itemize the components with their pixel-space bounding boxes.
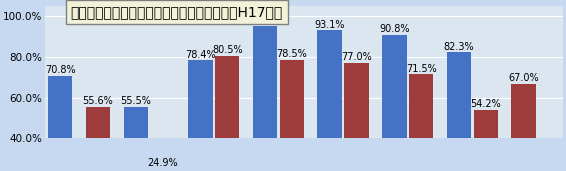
- Bar: [151, 139, 175, 169]
- Bar: [512, 83, 536, 139]
- Text: 71.5%: 71.5%: [406, 64, 436, 74]
- Text: 67.0%: 67.0%: [508, 73, 539, 83]
- Text: 93.1%: 93.1%: [315, 20, 345, 30]
- Text: 95.4%: 95.4%: [250, 15, 280, 25]
- Text: 80.5%: 80.5%: [212, 45, 243, 55]
- Bar: [48, 76, 72, 139]
- Text: 70.8%: 70.8%: [45, 65, 75, 75]
- Bar: [409, 74, 434, 139]
- Bar: [86, 107, 110, 139]
- Bar: [253, 26, 277, 139]
- Text: 55.6%: 55.6%: [83, 96, 113, 106]
- Bar: [123, 107, 148, 139]
- Bar: [215, 56, 239, 139]
- Text: 78.5%: 78.5%: [277, 49, 307, 59]
- Bar: [280, 60, 304, 139]
- Text: 携帯とインターネットの利用率（総務省調べH17年）: 携帯とインターネットの利用率（総務省調べH17年）: [71, 5, 283, 19]
- Bar: [474, 110, 498, 139]
- Bar: [447, 52, 471, 139]
- Text: 54.2%: 54.2%: [470, 99, 501, 109]
- Bar: [382, 35, 406, 139]
- Bar: [188, 60, 213, 139]
- Text: 55.5%: 55.5%: [121, 96, 151, 106]
- Text: 90.8%: 90.8%: [379, 24, 410, 34]
- Bar: [344, 63, 368, 139]
- Text: 82.3%: 82.3%: [444, 42, 474, 52]
- Bar: [318, 30, 342, 139]
- Text: 24.9%: 24.9%: [147, 158, 178, 168]
- Text: 77.0%: 77.0%: [341, 52, 372, 62]
- Text: 78.4%: 78.4%: [185, 49, 216, 60]
